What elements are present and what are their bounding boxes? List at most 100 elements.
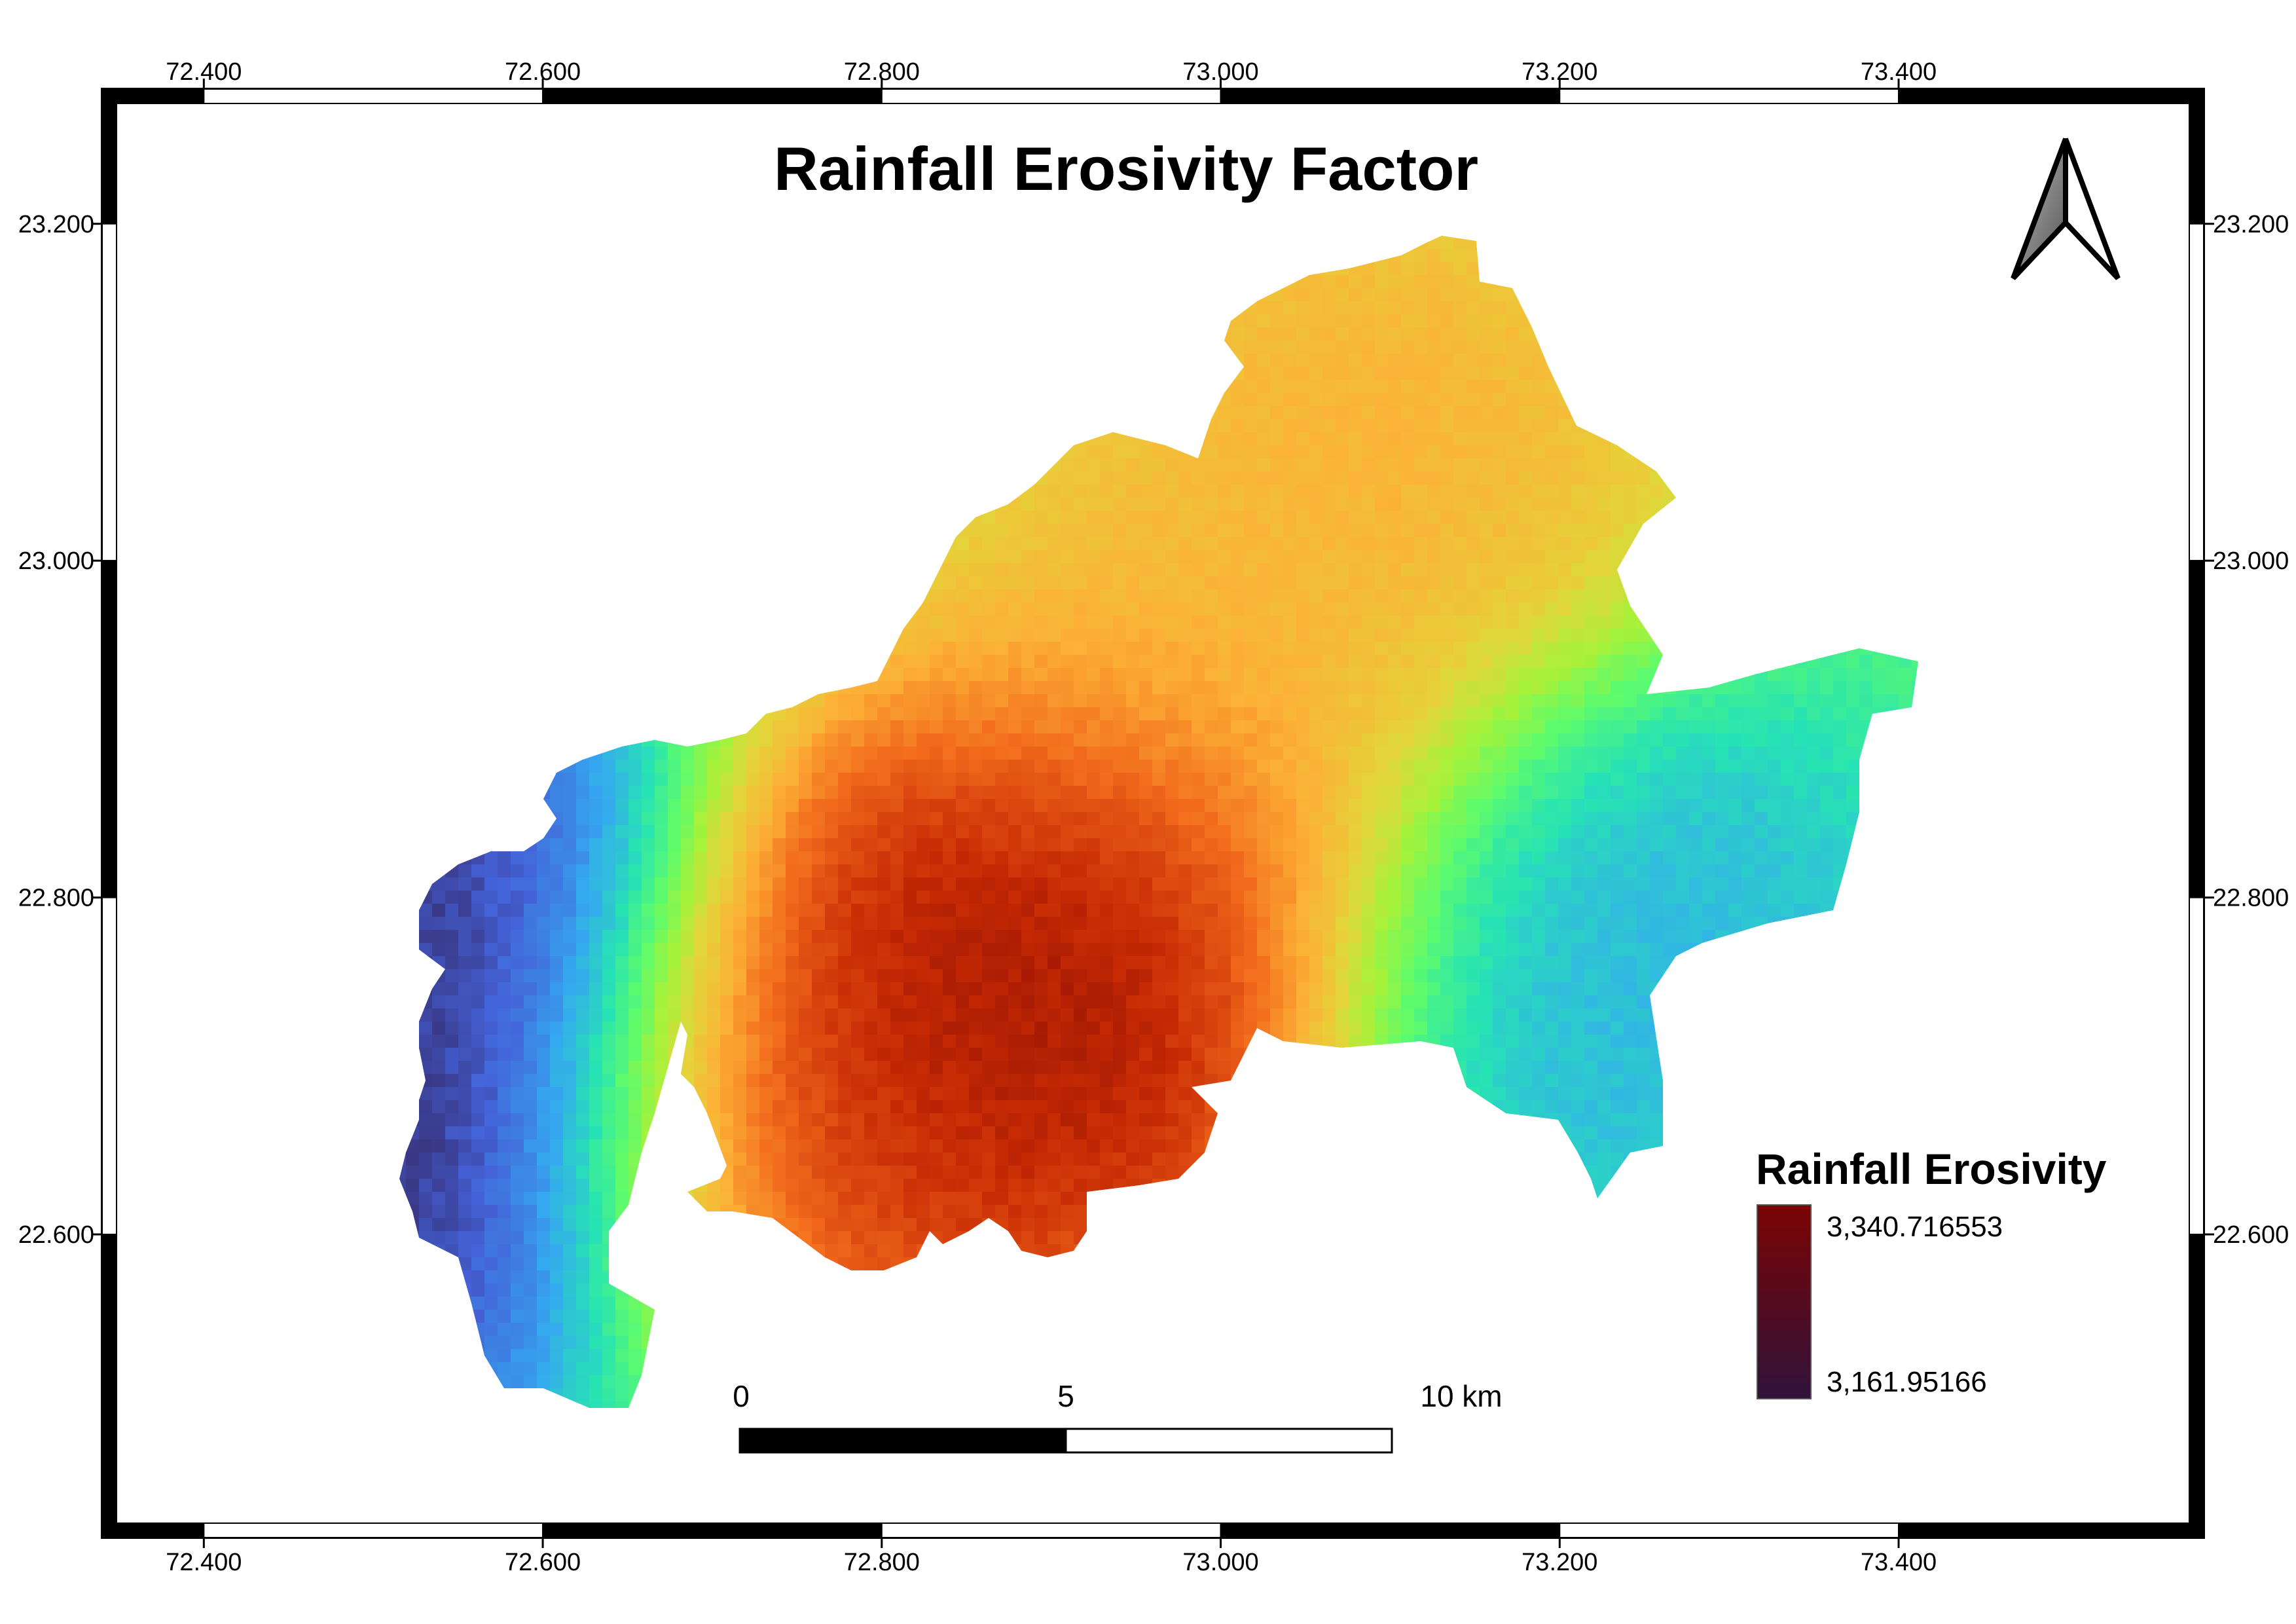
- raster-cell: [1846, 720, 1860, 734]
- raster-cell: [1637, 681, 1650, 695]
- raster-cell: [1715, 694, 1729, 708]
- raster-cell: [1453, 720, 1467, 734]
- raster-cell: [995, 760, 1009, 773]
- raster-cell: [1126, 668, 1140, 682]
- raster-cell: [1728, 694, 1742, 708]
- raster-cell: [1087, 760, 1101, 773]
- raster-cell: [1571, 747, 1585, 760]
- raster-cell: [1362, 511, 1376, 525]
- raster-cell: [1074, 668, 1087, 682]
- raster-cell: [1100, 511, 1114, 525]
- frame-bar-top: [1220, 88, 1561, 104]
- raster-cell: [1034, 616, 1048, 629]
- raster-cell: [917, 655, 930, 669]
- raster-cell: [1493, 747, 1506, 760]
- raster-cell: [1899, 668, 1912, 682]
- raster-cell: [1846, 694, 1860, 708]
- raster-cell: [1388, 458, 1402, 472]
- raster-cell: [1008, 668, 1022, 682]
- raster-cell: [1480, 733, 1493, 747]
- raster-cell: [1257, 432, 1271, 446]
- raster-cell: [1781, 707, 1795, 721]
- raster-cell: [1087, 589, 1101, 603]
- raster-cell: [1100, 432, 1114, 446]
- raster-cell: [1597, 707, 1611, 721]
- raster-cell: [1480, 720, 1493, 734]
- raster-cell: [1414, 707, 1428, 721]
- raster-cell: [1493, 471, 1506, 485]
- raster-cell: [1165, 642, 1179, 655]
- raster-cell: [1558, 498, 1572, 511]
- raster-cell: [1545, 747, 1559, 760]
- raster-cell: [1388, 642, 1402, 655]
- raster-cell: [1886, 694, 1899, 708]
- raster-cell: [1309, 471, 1323, 485]
- raster-cell: [1584, 576, 1598, 590]
- raster-cell: [1113, 498, 1127, 511]
- raster-cell: [1074, 681, 1087, 695]
- raster-cell: [1192, 576, 1205, 590]
- raster-cell: [1401, 301, 1415, 315]
- raster-cell: [1296, 458, 1310, 472]
- raster-cell: [943, 629, 957, 642]
- raster-cell: [1309, 511, 1323, 525]
- raster-cell: [890, 694, 904, 708]
- raster-cell: [1755, 720, 1768, 734]
- raster-cell: [1519, 445, 1533, 459]
- raster-cell: [1362, 616, 1376, 629]
- raster-cell: [1519, 747, 1533, 760]
- raster-cell: [838, 707, 852, 721]
- raster-cell: [1571, 629, 1585, 642]
- raster-cell: [1414, 498, 1428, 511]
- raster-cell: [1244, 589, 1258, 603]
- raster-cell: [1087, 511, 1101, 525]
- raster-cell: [746, 760, 760, 773]
- raster-cell: [1126, 733, 1140, 747]
- raster-cell: [1506, 419, 1520, 433]
- raster-cell: [1048, 511, 1061, 525]
- raster-cell: [1336, 720, 1349, 734]
- raster-cell: [1034, 655, 1048, 669]
- raster-cell: [1100, 629, 1114, 642]
- raster-cell: [1336, 524, 1349, 538]
- raster-cell: [1205, 432, 1218, 446]
- raster-cell: [1362, 445, 1376, 459]
- raster-cell: [1283, 432, 1297, 446]
- raster-cell: [1388, 419, 1402, 433]
- raster-cell: [1139, 537, 1153, 551]
- raster-cell: [1270, 616, 1284, 629]
- raster-cell: [759, 760, 773, 773]
- raster-cell: [1388, 747, 1402, 760]
- raster-cell: [1205, 458, 1218, 472]
- raster-cell: [1388, 589, 1402, 603]
- raster-cell: [1296, 341, 1310, 354]
- raster-cell: [1440, 511, 1454, 525]
- raster-cell: [1453, 367, 1467, 380]
- raster-cell: [1192, 733, 1205, 747]
- raster-cell: [1034, 589, 1048, 603]
- raster-cell: [1021, 668, 1035, 682]
- raster-cell: [1571, 694, 1585, 708]
- raster-cell: [1584, 707, 1598, 721]
- raster-cell: [1061, 720, 1074, 734]
- raster-cell: [1467, 432, 1480, 446]
- raster-cell: [1322, 288, 1336, 302]
- raster-cell: [1597, 747, 1611, 760]
- raster-cell: [1336, 668, 1349, 682]
- raster-cell: [1139, 602, 1153, 616]
- raster-cell: [1192, 629, 1205, 642]
- raster-cell: [812, 707, 826, 721]
- raster-cell: [1074, 550, 1087, 564]
- raster-cell: [1113, 445, 1127, 459]
- raster-cell: [969, 563, 983, 577]
- raster-cell: [1074, 524, 1087, 538]
- raster-cell: [1178, 563, 1192, 577]
- raster-cell: [1231, 511, 1245, 525]
- raster-cell: [1558, 760, 1572, 773]
- raster-cell: [1244, 616, 1258, 629]
- raster-cell: [1440, 524, 1454, 538]
- raster-cell: [1453, 445, 1467, 459]
- raster-cell: [1401, 602, 1415, 616]
- raster-cell: [1453, 498, 1467, 511]
- raster-cell: [1820, 720, 1834, 734]
